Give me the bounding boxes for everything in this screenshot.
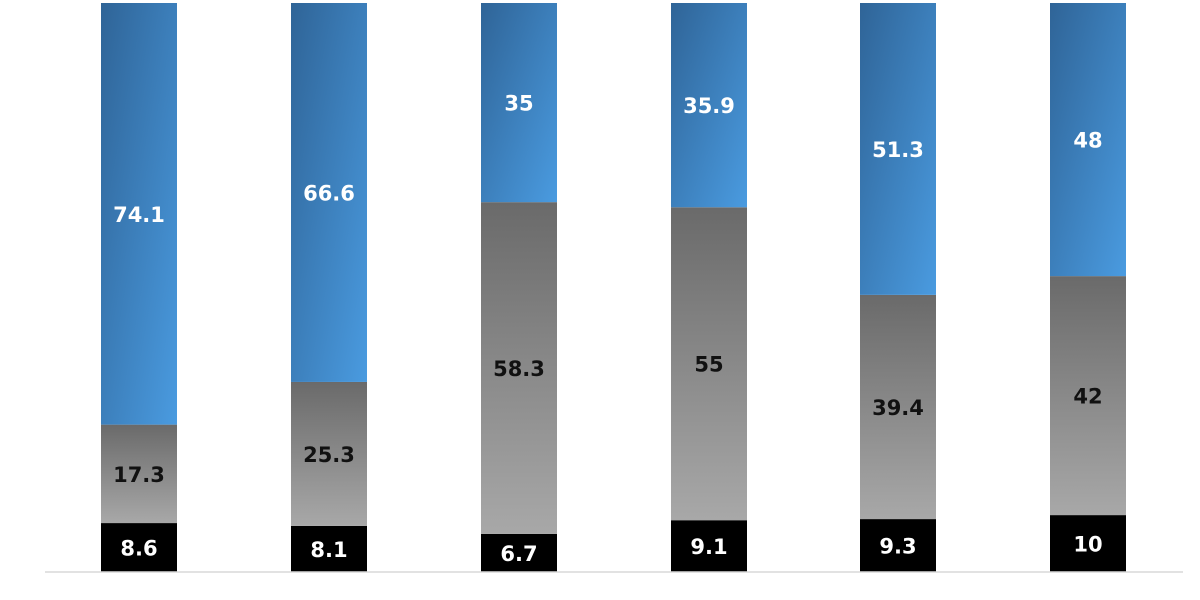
bar-top-6: [1050, 3, 1126, 277]
bar-bottom-5: [860, 519, 936, 572]
bar-middle-6: [1050, 276, 1126, 516]
data-label-middle-1: 17.3: [113, 463, 165, 487]
data-label-middle-6: 42: [1073, 385, 1102, 409]
data-label-middle-3: 58.3: [493, 357, 545, 381]
bar-bottom-6: [1050, 515, 1126, 572]
data-label-top-3: 35: [504, 92, 533, 116]
data-label-bottom-5: 9.3: [879, 535, 916, 559]
data-label-top-2: 66.6: [303, 181, 355, 205]
bar-bottom-2: [291, 525, 367, 572]
data-label-top-4: 35.9: [683, 94, 735, 118]
bar-middle-2: [291, 381, 367, 526]
data-label-bottom-4: 9.1: [690, 535, 727, 559]
bars-layer: [101, 3, 1126, 572]
data-label-bottom-3: 6.7: [500, 542, 537, 566]
data-label-middle-2: 25.3: [303, 443, 355, 467]
labels-layer: 8.6 17.3 74.1 8.1 25.3 66.6 6.7 58.3 35 9.1 55 35.9…: [113, 92, 1103, 566]
data-label-middle-4: 55: [694, 353, 723, 377]
bar-middle-4: [671, 207, 747, 521]
bar-top-4: [671, 3, 747, 208]
bar-bottom-1: [101, 523, 177, 572]
bar-middle-1: [101, 424, 177, 524]
data-label-bottom-1: 8.6: [120, 537, 157, 561]
bar-top-2: [291, 3, 367, 382]
bar-top-3: [481, 3, 557, 203]
bar-bottom-3: [481, 533, 557, 572]
data-label-top-6: 48: [1073, 129, 1102, 153]
bar-middle-3: [481, 202, 557, 534]
bar-middle-5: [860, 294, 936, 520]
data-label-top-1: 74.1: [113, 203, 165, 227]
data-label-bottom-2: 8.1: [310, 538, 347, 562]
data-label-bottom-6: 10: [1073, 533, 1102, 557]
bar-bottom-4: [671, 520, 747, 572]
data-label-top-5: 51.3: [872, 138, 924, 162]
bar-top-5: [860, 3, 936, 295]
data-label-middle-5: 39.4: [872, 396, 924, 420]
bar-top-1: [101, 3, 177, 425]
